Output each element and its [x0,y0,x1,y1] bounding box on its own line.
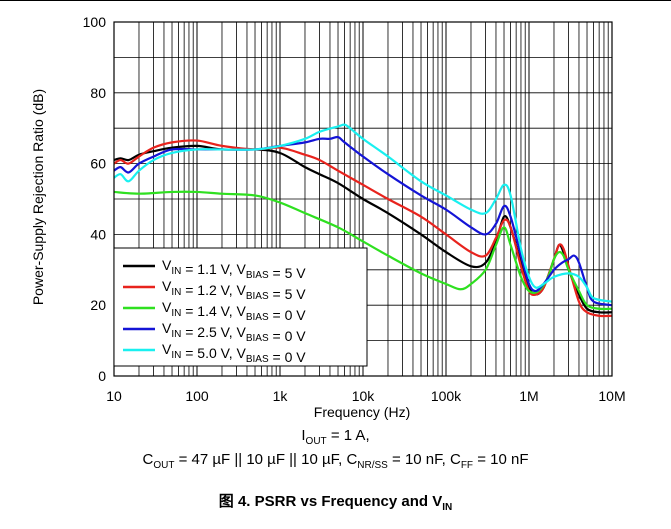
figure-caption: 图 4. PSRR vs Frequency and VIN [218,493,453,513]
y-tick-label: 100 [83,14,107,30]
legend-label-5: VIN = 5.0 V, VBIAS = 0 V [162,341,306,365]
x-tick-label: 10M [598,388,625,404]
y-tick-label: 0 [98,368,106,384]
plot-border [113,21,613,377]
series-line-2 [113,139,613,318]
psrr-chart: 10 100 1k 10k 100k 1M 10M 0 20 40 60 80 100 Frequenc… [30,14,626,420]
x-tick-label: 1k [273,388,289,404]
series-line-3 [113,190,613,311]
legend-label-4: VIN = 2.5 V, VBIAS = 0 V [162,320,306,344]
x-tick-label: 1M [519,388,538,404]
x-tick-label: 10k [352,388,376,404]
y-tick-label: 60 [90,156,106,172]
y-axis-label: Power-Supply Rejection Ratio (dB) [30,89,46,305]
top-rule [0,0,671,1]
x-tick-label: 100 [185,388,209,404]
legend-label-2: VIN = 1.2 V, VBIAS = 5 V [162,278,306,302]
test-condition-line-2: COUT = 47 µF || 10 µF || 10 µF, CNR/SS =… [142,451,529,471]
legend-label-1: VIN = 1.1 V, VBIAS = 5 V [162,257,306,281]
legend-box [113,247,368,367]
series-line-5 [113,123,613,303]
x-tick-label: 100k [431,388,462,404]
y-tick-label: 40 [90,226,106,242]
tick-labels: 10 100 1k 10k 100k 1M 10M 0 20 40 60 80 100 [83,14,626,404]
x-tick-label: 10 [106,388,122,404]
y-tick-label: 80 [90,85,106,101]
y-tick-label: 20 [90,297,106,313]
chart-series [113,123,613,318]
plot-frame [113,21,613,377]
test-condition-line-1: IOUT = 1 A, [301,427,370,447]
legend-label-3: VIN = 1.4 V, VBIAS = 0 V [162,299,306,323]
x-axis-label: Frequency (Hz) [314,404,410,420]
